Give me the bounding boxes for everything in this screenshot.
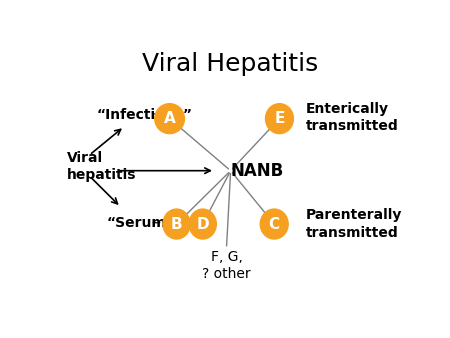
Ellipse shape: [189, 209, 216, 239]
Text: Enterically
transmitted: Enterically transmitted: [306, 102, 398, 133]
Text: Viral
hepatitis: Viral hepatitis: [67, 151, 136, 183]
Text: “Serum”: “Serum”: [107, 216, 176, 230]
Ellipse shape: [266, 104, 293, 134]
Text: Parenterally
transmitted: Parenterally transmitted: [306, 209, 402, 240]
Ellipse shape: [155, 104, 184, 134]
Text: Viral Hepatitis: Viral Hepatitis: [143, 52, 319, 76]
Text: A: A: [164, 111, 176, 126]
Text: F, G,
? other: F, G, ? other: [202, 250, 251, 281]
Text: NANB: NANB: [230, 162, 284, 180]
Text: E: E: [274, 111, 285, 126]
Text: D: D: [196, 217, 209, 232]
Text: B: B: [171, 217, 182, 232]
Ellipse shape: [260, 209, 288, 239]
Text: C: C: [269, 217, 280, 232]
Ellipse shape: [163, 209, 190, 239]
Text: “Infectious”: “Infectious”: [96, 108, 192, 122]
